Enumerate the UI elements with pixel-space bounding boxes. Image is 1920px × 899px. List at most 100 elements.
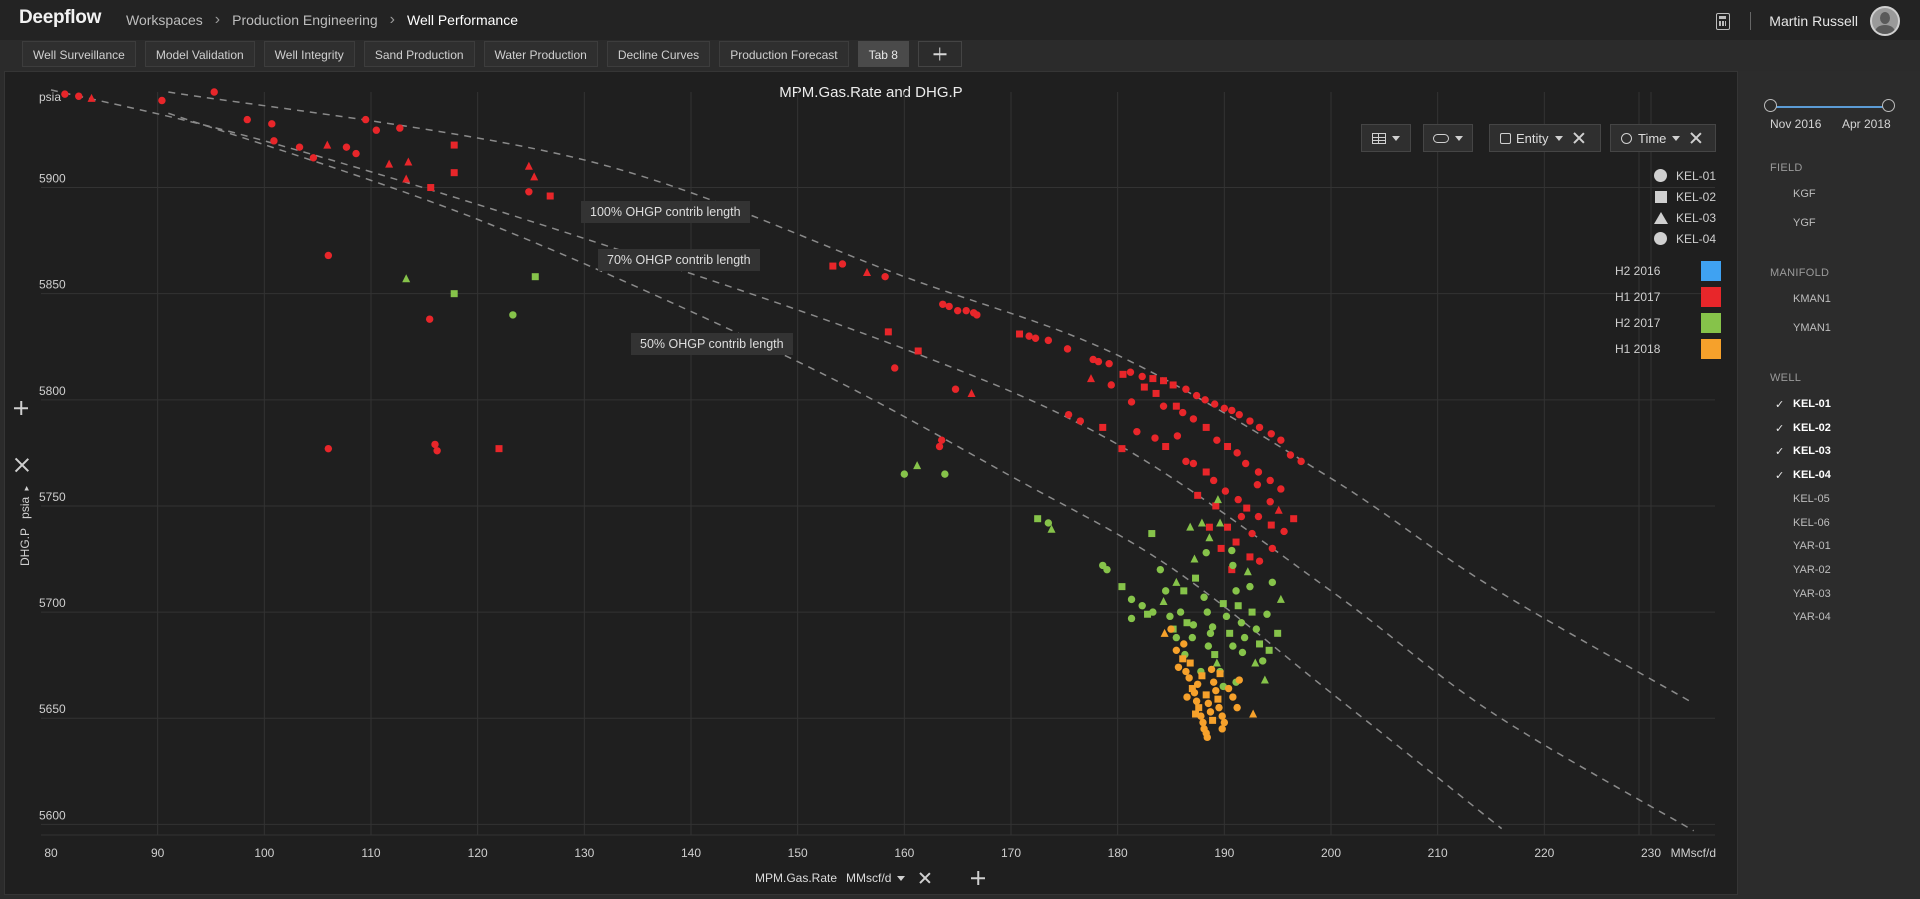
data-point-square — [1118, 445, 1126, 453]
scatter-plot[interactable]: 80 90 100 110 120 130 140 150 160 170 180 190 200 210… — [5, 72, 1737, 894]
tab-decline-curves[interactable]: Decline Curves — [606, 41, 711, 67]
well-item-kel-06[interactable]: KEL-06 — [1793, 516, 1830, 529]
tab-production-forecast[interactable]: Production Forecast — [719, 41, 849, 67]
well-item-kel-02[interactable]: KEL-02 — [1793, 421, 1831, 434]
well-item-yar-03[interactable]: YAR-03 — [1793, 587, 1831, 600]
legend-well-kel-04[interactable]: KEL-04 — [1628, 228, 1721, 249]
add-x-axis-icon[interactable] — [971, 871, 985, 885]
well-item-yar-01[interactable]: YAR-01 — [1793, 540, 1831, 553]
range-start-handle[interactable] — [1764, 99, 1777, 112]
table-view-dropdown[interactable] — [1361, 124, 1411, 152]
legend-period-h2-2016[interactable]: H2 2016 — [1615, 264, 1661, 278]
remove-entity-icon[interactable] — [1573, 132, 1585, 144]
well-item-kel-04[interactable]: KEL-04 — [1793, 469, 1831, 482]
data-point-circle — [962, 306, 970, 315]
y-unit-label: psia — [39, 90, 61, 104]
data-point-circle — [75, 92, 83, 100]
tab-sand-production[interactable]: Sand Production — [363, 41, 475, 67]
remove-y-axis-icon[interactable] — [15, 458, 29, 472]
y-tick-label: 5900 — [39, 172, 66, 186]
data-point-circle — [1277, 485, 1285, 493]
field-item-kgf[interactable]: KGF — [1793, 188, 1816, 200]
top-bar: Deepflow Workspaces › Production Enginee… — [0, 0, 1920, 40]
breadcrumb-workspaces[interactable]: Workspaces — [126, 12, 203, 28]
reference-curves — [50, 89, 1695, 832]
data-point-circle — [1220, 718, 1229, 727]
data-point-circle — [1138, 372, 1146, 381]
data-point-circle — [1172, 633, 1181, 642]
data-point-circle — [1229, 561, 1237, 570]
reference-curve-2 — [168, 112, 1503, 830]
range-end-handle[interactable] — [1882, 99, 1895, 112]
data-point-circle — [1161, 587, 1170, 595]
table-icon — [1372, 132, 1386, 144]
data-point-circle — [1220, 404, 1229, 413]
avatar[interactable] — [1870, 6, 1900, 36]
data-point-circle — [1189, 415, 1198, 423]
field-item-ygf[interactable]: YGF — [1793, 217, 1816, 229]
x-tick-label: 110 — [361, 846, 380, 860]
y-axis-selector[interactable]: DHG.P psia ▸ — [18, 486, 32, 566]
data-point-circle — [1238, 648, 1247, 657]
tab-water-production[interactable]: Water Production — [483, 41, 598, 67]
tab-well-surveillance[interactable]: Well Surveillance — [22, 41, 136, 67]
data-point-circle — [396, 124, 404, 132]
well-item-kel-01[interactable]: KEL-01 — [1793, 398, 1831, 410]
well-item-kel-05[interactable]: KEL-05 — [1793, 492, 1830, 505]
legend-period-h2-2017[interactable]: H2 2017 — [1615, 316, 1661, 330]
legend-period-h1-2017[interactable]: H1 2017 — [1615, 290, 1661, 304]
data-point-circle — [1180, 640, 1188, 648]
data-point-circle — [1267, 430, 1275, 438]
entity-filter[interactable]: Entity — [1489, 124, 1601, 152]
calculator-icon[interactable] — [1716, 12, 1731, 30]
tab-8[interactable]: Tab 8 — [857, 41, 909, 67]
manifold-item-kman1[interactable]: KMAN1 — [1793, 293, 1831, 305]
data-point-circle — [1063, 345, 1072, 353]
breadcrumb-production-engineering[interactable]: Production Engineering — [232, 12, 378, 28]
data-point-circle — [243, 115, 251, 124]
legend-period-h1-2018[interactable]: H1 2018 — [1615, 342, 1661, 356]
x-axis-selector[interactable]: MPM.Gas.Rate MMscf/d — [755, 871, 985, 885]
add-y-axis-icon[interactable] — [14, 401, 28, 415]
data-point-square — [1140, 383, 1148, 391]
date-range-slider[interactable] — [1770, 106, 1889, 108]
well-item-yar-04[interactable]: YAR-04 — [1793, 611, 1831, 624]
data-point-square — [1234, 602, 1242, 610]
entity-label: Entity — [1516, 130, 1549, 146]
data-point-circle — [425, 315, 434, 323]
data-point-circle — [941, 470, 949, 478]
legend-well-kel-01[interactable]: KEL-01 — [1628, 165, 1721, 186]
tab-model-validation[interactable]: Model Validation — [144, 41, 255, 67]
tab-well-integrity[interactable]: Well Integrity — [263, 41, 355, 67]
data-point-circle — [1240, 633, 1249, 642]
data-points — [61, 88, 1305, 742]
data-point-circle — [1207, 665, 1216, 674]
data-point-circle — [1182, 385, 1190, 393]
well-item-yar-02[interactable]: YAR-02 — [1793, 563, 1831, 576]
y-tick-label: 5600 — [39, 808, 66, 822]
well-item-kel-03[interactable]: KEL-03 — [1793, 445, 1831, 458]
add-tab-button[interactable] — [917, 41, 962, 67]
remove-time-icon[interactable] — [1690, 132, 1702, 144]
legend-well-kel-02[interactable]: KEL-02 — [1628, 186, 1721, 207]
manifold-item-yman1[interactable]: YMAN1 — [1793, 322, 1831, 334]
time-filter[interactable]: Time — [1610, 124, 1716, 152]
data-point-circle — [1228, 406, 1236, 415]
annotation-100-ohgp: 100% OHGP contrib length — [581, 201, 750, 223]
legend-well-kel-03[interactable]: KEL-03 — [1628, 207, 1721, 228]
data-point-circle — [342, 143, 351, 151]
data-point-square — [1224, 443, 1232, 451]
remove-x-axis-icon[interactable] — [919, 872, 931, 884]
user-name[interactable]: Martin Russell — [1769, 13, 1858, 29]
x-axis-unit: MMscf/d — [846, 871, 892, 885]
data-point-square — [1267, 521, 1275, 529]
data-point-circle — [1254, 468, 1263, 476]
data-point-square — [1202, 691, 1210, 699]
data-point-square — [1169, 381, 1177, 389]
link-dropdown[interactable] — [1423, 124, 1473, 152]
data-point-circle — [1190, 689, 1199, 697]
data-point-circle — [158, 96, 166, 105]
data-point-circle — [1127, 398, 1136, 406]
data-point-square — [495, 445, 503, 453]
app-logo[interactable]: Deepflow — [19, 7, 102, 28]
